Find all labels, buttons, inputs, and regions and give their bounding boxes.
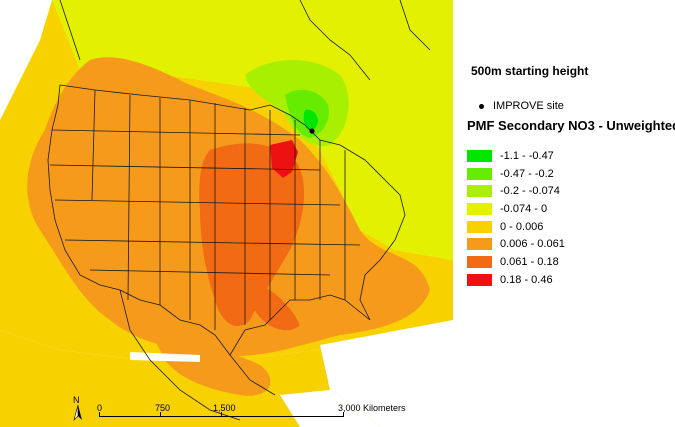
legend-item-label: 0.006 - 0.061 — [500, 238, 565, 251]
orange-southwest-lobe — [150, 330, 271, 396]
legend-item: 0.061 - 0.18 — [467, 253, 565, 271]
scale-bar: 0 750 1,500 3,000 Kilometers — [63, 394, 406, 426]
site-legend-label: IMPROVE site — [493, 100, 564, 112]
legend-swatch — [467, 202, 492, 215]
legend-item-label: 0.061 - 0.18 — [500, 255, 559, 268]
legend-item: 0.18 - 0.46 — [467, 271, 565, 289]
legend-item-label: -0.2 - -0.074 — [500, 185, 560, 198]
state-lines-horizontal — [49, 129, 361, 276]
legend-item: -0.47 - -0.2 — [467, 165, 565, 183]
north-arrow: N — [70, 394, 86, 424]
ocean-gulf-gap — [130, 352, 200, 362]
legend-item: -1.1 - -0.47 — [467, 147, 565, 165]
ocean-south — [280, 390, 380, 427]
scale-label-0: 0 — [97, 403, 103, 413]
legend-swatch — [467, 185, 492, 198]
scale-tick — [99, 412, 100, 417]
legend-swatch — [467, 255, 492, 268]
dark-orange-plains — [199, 143, 305, 327]
legend-item-label: -0.074 - 0 — [500, 202, 548, 215]
legend-title: PMF Secondary NO3 - Unweighted — [467, 118, 675, 133]
green-dark — [303, 109, 318, 130]
svg-text:N: N — [73, 395, 80, 405]
legend-item: 0.006 - 0.061 — [467, 235, 565, 253]
legend-item-label: 0.18 - 0.46 — [500, 273, 553, 286]
legend-item-label: -1.1 - -0.47 — [500, 149, 554, 162]
legend-swatch — [467, 149, 492, 162]
scale-tick — [221, 412, 222, 417]
red-hotspot — [270, 140, 298, 178]
green-zones — [245, 60, 349, 146]
legend-item: 0 - 0.006 — [467, 218, 565, 236]
legend-panel: 500m starting height IMPROVE site PMF Se… — [458, 0, 675, 427]
boundaries — [47, 0, 431, 421]
ocean-northwest-corner — [0, 0, 52, 120]
legend-list: -1.1 - -0.47 -0.47 - -0.2 -0.2 - -0.074 … — [467, 147, 565, 289]
scale-label-750: 750 — [155, 403, 171, 413]
legend-swatch — [467, 238, 492, 251]
site-dot-icon — [479, 103, 484, 109]
legend-swatch — [467, 167, 492, 180]
concentration-map — [0, 0, 453, 427]
legend-item-label: -0.47 - -0.2 — [500, 167, 554, 180]
north-arrow-icon: N — [73, 395, 82, 422]
improve-site-marker — [309, 128, 315, 134]
legend-item: -0.2 - -0.074 — [467, 182, 565, 200]
map-frame — [0, 0, 453, 427]
legend-swatch — [467, 273, 492, 286]
scale-label-1500: 1,500 — [213, 403, 236, 413]
starting-height-title: 500m starting height — [471, 64, 589, 78]
legend-item: -0.074 - 0 — [467, 200, 565, 218]
ocean-east — [425, 0, 453, 260]
scale-tick — [343, 412, 344, 417]
canada-coast — [59, 0, 431, 81]
ocean-southeast-corner — [320, 320, 453, 427]
ocean-cutouts — [0, 0, 453, 427]
dark-orange-gulf — [247, 280, 300, 331]
site-legend-row: IMPROVE site — [471, 99, 564, 113]
mexico-outline — [119, 289, 276, 421]
legend-item-label: 0 - 0.006 — [500, 220, 544, 233]
legend-swatch — [467, 220, 492, 233]
scale-label-3000: 3,000 Kilometers — [338, 403, 406, 413]
dark-orange-zone — [199, 143, 305, 331]
scale-tick — [160, 412, 161, 417]
